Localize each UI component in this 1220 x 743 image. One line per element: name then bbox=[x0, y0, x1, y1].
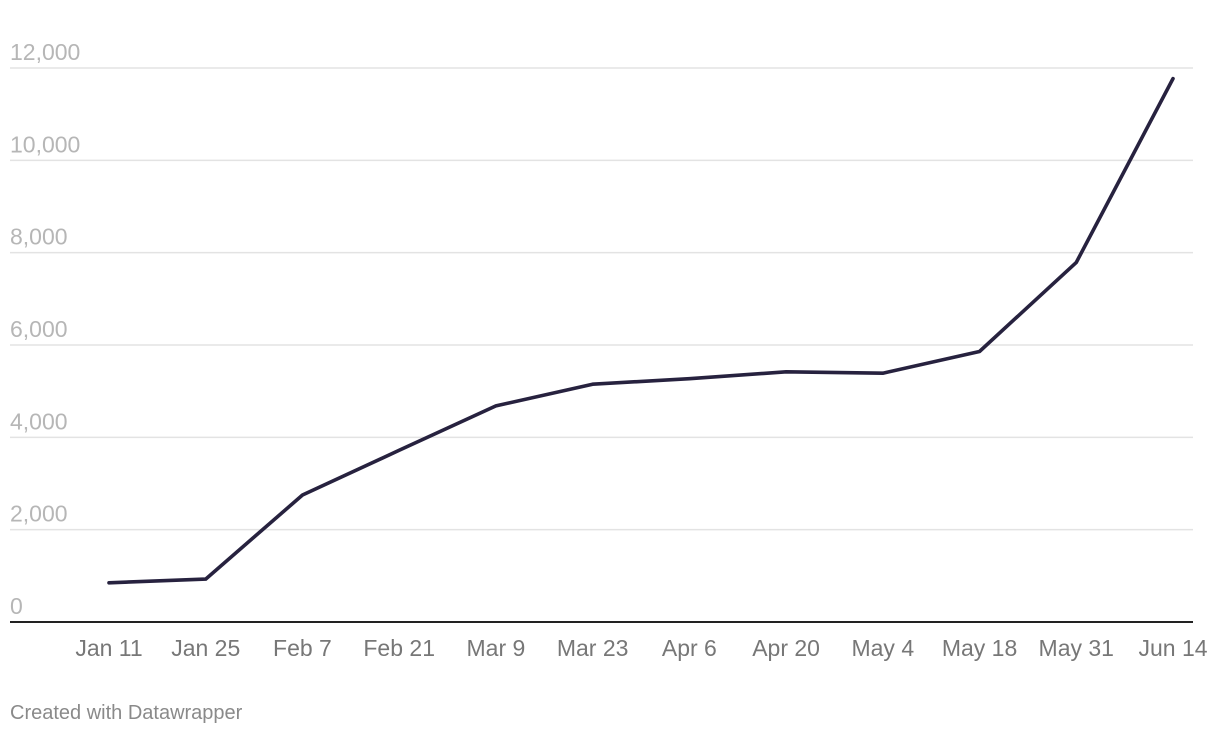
x-tick-label: Feb 7 bbox=[273, 635, 332, 661]
y-tick-label: 4,000 bbox=[10, 408, 68, 434]
x-tick-label: May 4 bbox=[851, 635, 914, 661]
x-tick-label: Apr 20 bbox=[752, 635, 820, 661]
y-tick-label: 6,000 bbox=[10, 316, 68, 342]
datawrapper-credit: Created with Datawrapper bbox=[10, 702, 242, 725]
y-tick-label: 12,000 bbox=[10, 39, 80, 65]
x-tick-label: Jun 14 bbox=[1138, 635, 1207, 661]
y-tick-label: 10,000 bbox=[10, 131, 80, 157]
x-tick-label: Apr 6 bbox=[662, 635, 717, 661]
y-axis-ticks: 0 2,000 4,000 6,000 8,000 10,000 12,000 bbox=[10, 39, 80, 619]
x-tick-label: Feb 21 bbox=[363, 635, 435, 661]
y-tick-label: 2,000 bbox=[10, 501, 68, 527]
x-tick-label: Mar 9 bbox=[467, 635, 526, 661]
x-axis-ticks: Jan 11 Jan 25 Feb 7 Feb 21 Mar 9 Mar 23 Apr 6 A… bbox=[75, 635, 1207, 661]
x-tick-label: Jan 11 bbox=[75, 635, 142, 661]
x-tick-label: Mar 23 bbox=[557, 635, 629, 661]
series-layer bbox=[109, 79, 1173, 583]
grid-layer bbox=[10, 68, 1193, 530]
x-tick-label: Jan 25 bbox=[171, 635, 240, 661]
x-tick-label: May 31 bbox=[1039, 635, 1114, 661]
series-line bbox=[109, 79, 1173, 583]
y-tick-label: 8,000 bbox=[10, 224, 68, 250]
x-tick-label: May 18 bbox=[942, 635, 1017, 661]
y-tick-label: 0 bbox=[10, 593, 23, 619]
